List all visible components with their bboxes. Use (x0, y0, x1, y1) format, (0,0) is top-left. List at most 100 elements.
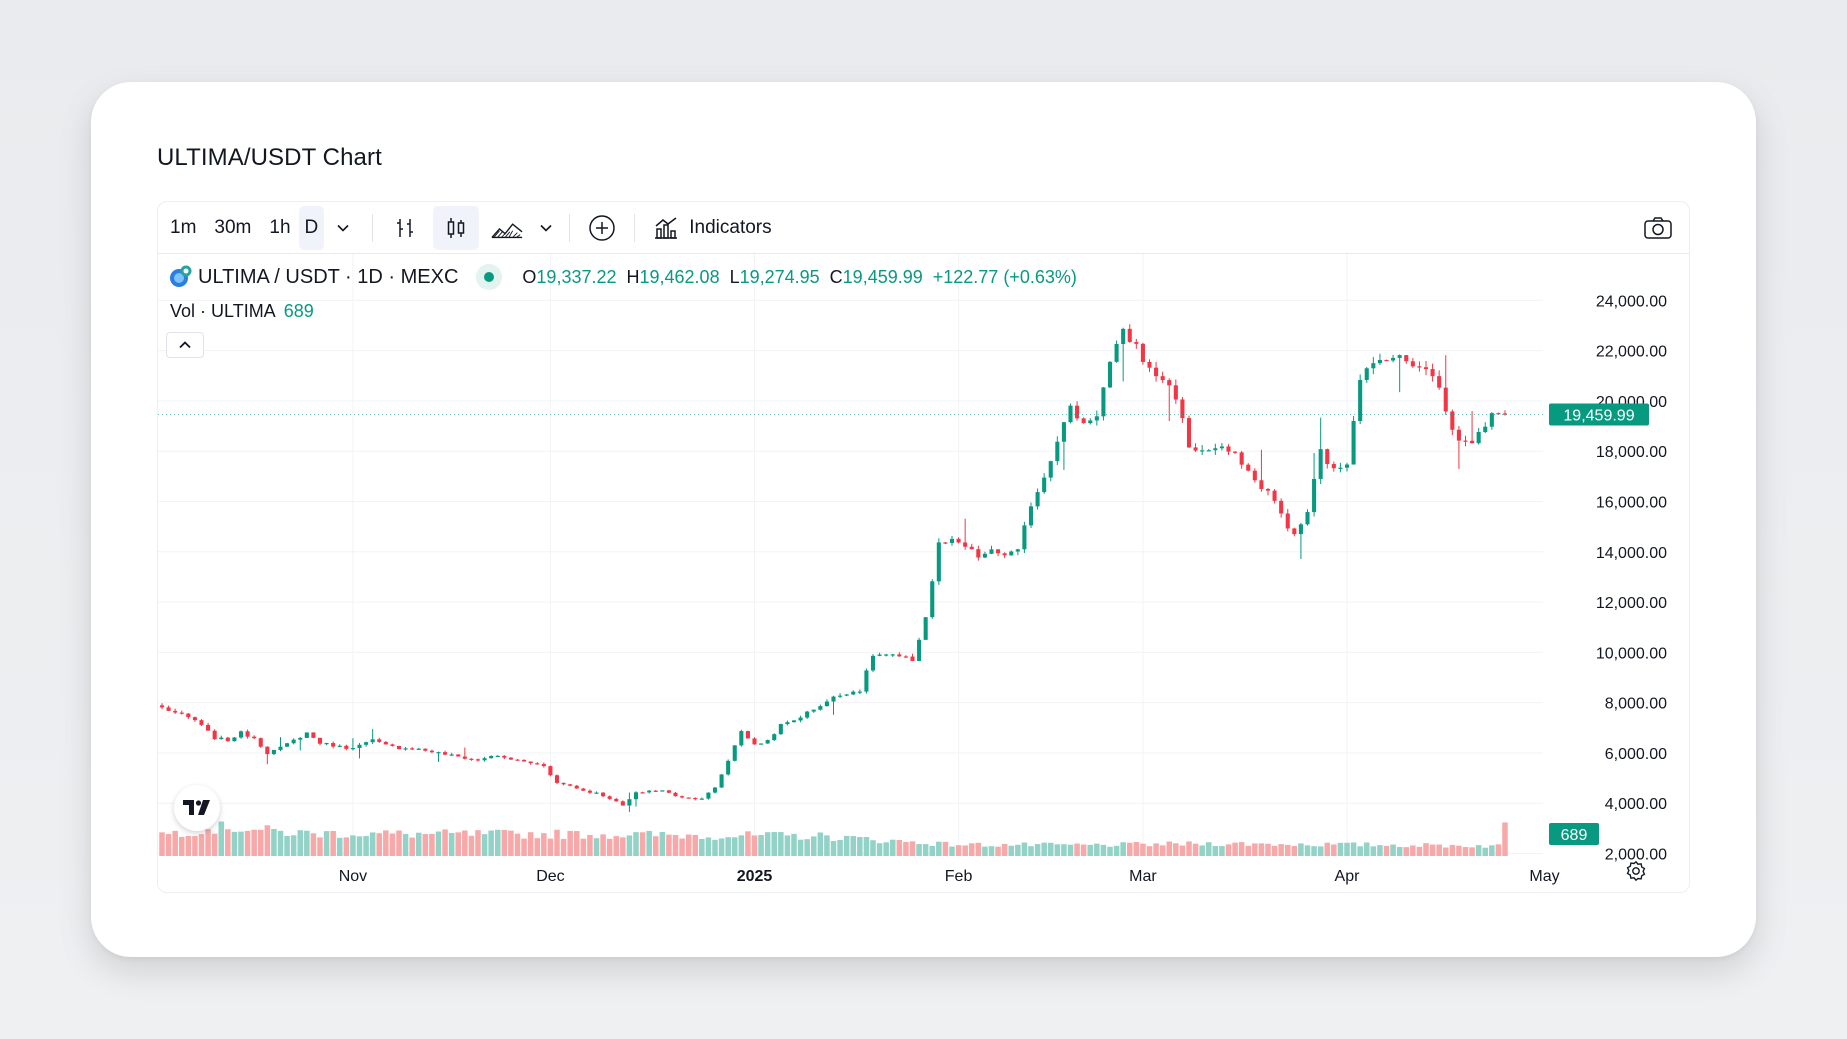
volume-bar (178, 836, 185, 856)
candle-body (285, 743, 290, 747)
candle-body (1338, 467, 1343, 469)
chart-type-dropdown-button[interactable] (533, 206, 559, 250)
price-chart[interactable]: 24,000.0022,000.0020,000.0018,000.0016,0… (158, 254, 1690, 893)
candle-body (436, 752, 441, 754)
volume-bar (1482, 847, 1489, 856)
candle-body (719, 774, 724, 788)
volume-bar (1442, 847, 1449, 856)
volume-bar (903, 841, 909, 856)
candle-body (838, 695, 843, 697)
volume-bar (422, 834, 429, 856)
candle-body (462, 756, 467, 759)
volume-bar (1502, 822, 1508, 856)
volume-bar (350, 835, 356, 856)
candle-body (739, 731, 744, 746)
candle-body (1002, 553, 1007, 556)
chart-card: ULTIMA/USDT Chart 1m 30m 1h D (91, 82, 1756, 957)
volume-bar (738, 835, 745, 856)
volume-bar (883, 842, 889, 856)
candle-body (541, 764, 546, 767)
volume-bar (225, 829, 231, 856)
volume-bar (731, 837, 738, 856)
candle-body (1298, 524, 1303, 535)
area-chart-icon (491, 222, 523, 238)
tradingview-logo[interactable] (174, 785, 220, 831)
candle-body (930, 581, 935, 618)
compare-add-button[interactable] (580, 206, 624, 250)
interval-30m-button[interactable]: 30m (214, 216, 252, 238)
close-key: C (829, 266, 843, 287)
candle-body (1127, 328, 1132, 342)
candle-body (923, 617, 928, 640)
open-key: O (522, 266, 537, 287)
camera-icon (1644, 217, 1672, 239)
candle-body (238, 731, 244, 738)
volume-bar (251, 829, 257, 856)
indicators-button[interactable]: Indicators (645, 206, 777, 250)
candle-body (1114, 343, 1119, 362)
candle-body (587, 790, 592, 793)
candle-body (1417, 366, 1422, 368)
area-chart-type-button[interactable] (485, 206, 529, 250)
volume-bar (1258, 843, 1265, 856)
candle-body (469, 758, 474, 760)
candle-body (1167, 380, 1172, 386)
volume-bar (916, 844, 922, 856)
candle-body (1246, 464, 1251, 471)
low-key: L (729, 266, 740, 287)
candle-body (732, 745, 737, 761)
candle-body (607, 796, 612, 799)
candle-body (377, 739, 382, 742)
volume-bar (784, 835, 791, 856)
candle-body (370, 739, 375, 743)
candle-body (1272, 490, 1277, 501)
interval-1m-button[interactable]: 1m (170, 216, 197, 238)
volume-bar (1173, 843, 1179, 856)
bar-chart-type-button[interactable] (383, 206, 427, 250)
volume-bar (1087, 844, 1094, 856)
volume-bar (218, 821, 225, 856)
candle-body (1312, 478, 1317, 513)
toolbar-divider (569, 213, 571, 242)
volume-bar (1113, 845, 1120, 856)
screenshot-button[interactable] (1637, 206, 1679, 250)
volume-bar (527, 832, 534, 856)
chevron-down-icon (337, 224, 349, 232)
candle-body (811, 709, 816, 712)
y-tick-label: 12,000.00 (1596, 595, 1667, 612)
interval-1h-button[interactable]: 1h (269, 216, 291, 238)
volume-bar (1344, 842, 1350, 856)
chart-settings-button[interactable] (1625, 860, 1647, 887)
tradingview-logo-icon (183, 800, 210, 815)
candle-body (1042, 477, 1047, 493)
candle-body (416, 748, 421, 750)
interval-d-button[interactable]: D (298, 205, 325, 250)
candle-body (357, 744, 362, 748)
candle-body (1384, 359, 1389, 362)
volume-bar (593, 838, 600, 856)
volume-bar (1028, 846, 1034, 856)
candle-body (1213, 448, 1218, 451)
candle-body (778, 724, 783, 735)
candlestick-icon (448, 217, 465, 238)
volume-bar (508, 830, 514, 856)
volume-bar (1423, 843, 1429, 856)
candle-body (192, 717, 197, 721)
volume-bar (383, 830, 389, 856)
volume-bar (1337, 842, 1344, 856)
candle-body (245, 731, 250, 737)
collapse-legend-button[interactable] (166, 332, 204, 358)
candle-body (166, 707, 171, 711)
market-status-indicator[interactable] (476, 264, 503, 290)
interval-dropdown-button[interactable] (330, 206, 356, 250)
volume-bar (1061, 844, 1067, 856)
volume-bar (297, 830, 304, 856)
candle-body (1456, 429, 1461, 441)
candle-body (1325, 449, 1330, 465)
volume-bar (666, 834, 672, 856)
candles-chart-type-button[interactable] (433, 205, 480, 250)
volume-bar (1495, 844, 1502, 856)
candle-body (877, 654, 882, 656)
volume-bar (988, 846, 995, 856)
candle-body (1035, 492, 1040, 507)
